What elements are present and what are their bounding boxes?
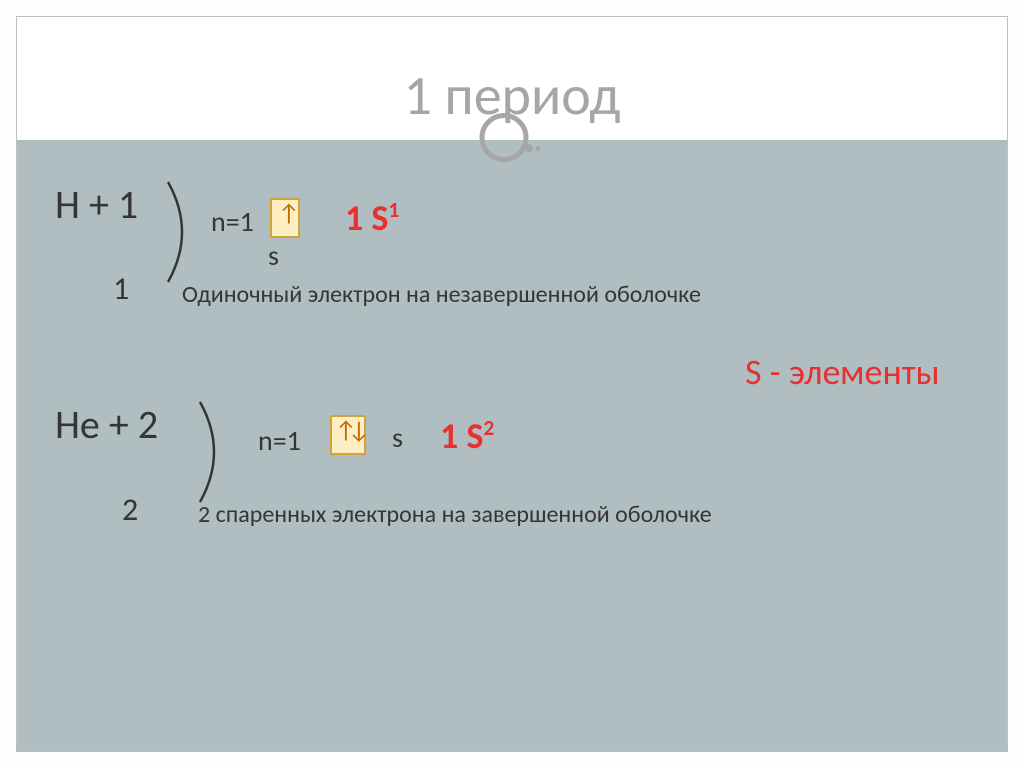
config-base-He: 1 S [440,414,483,458]
config-super-He: 2 [483,414,494,441]
config-base-H: 1 S [345,196,388,240]
orbital-box-H: ↑ [270,198,300,238]
orbital-label-H: s [268,238,279,273]
slide: 1 период H + 1 1 n=1 ↑ s 1 S1 Одиночный … [0,0,1024,768]
description-He: 2 спаренных электрона на завершенной обо… [198,500,712,529]
shell-arc-H [162,178,210,293]
shell-count-He: 2 [122,490,138,529]
category-label: S - элементы [745,350,940,394]
element-symbol-He: He + 2 [55,400,158,449]
orbital-box-He: ↑ ↓ [330,415,366,455]
shell-arc-He [194,398,242,513]
electron-config-H: 1 S1 [345,196,399,240]
shell-count-H: 1 [113,269,129,308]
title-ornament-icon [472,108,552,173]
electron-config-He: 1 S2 [440,414,494,458]
n-label-He: n=1 [258,423,301,458]
config-super-H: 1 [388,196,399,223]
orbital-label-He: s [392,420,403,455]
arrow-up-icon: ↑ [278,199,300,228]
arrow-down-icon: ↓ [348,416,370,445]
description-H: Одиночный электрон на незавершенной обол… [182,280,701,309]
n-label-H: n=1 [211,204,254,239]
element-symbol-H: H + 1 [55,180,138,229]
